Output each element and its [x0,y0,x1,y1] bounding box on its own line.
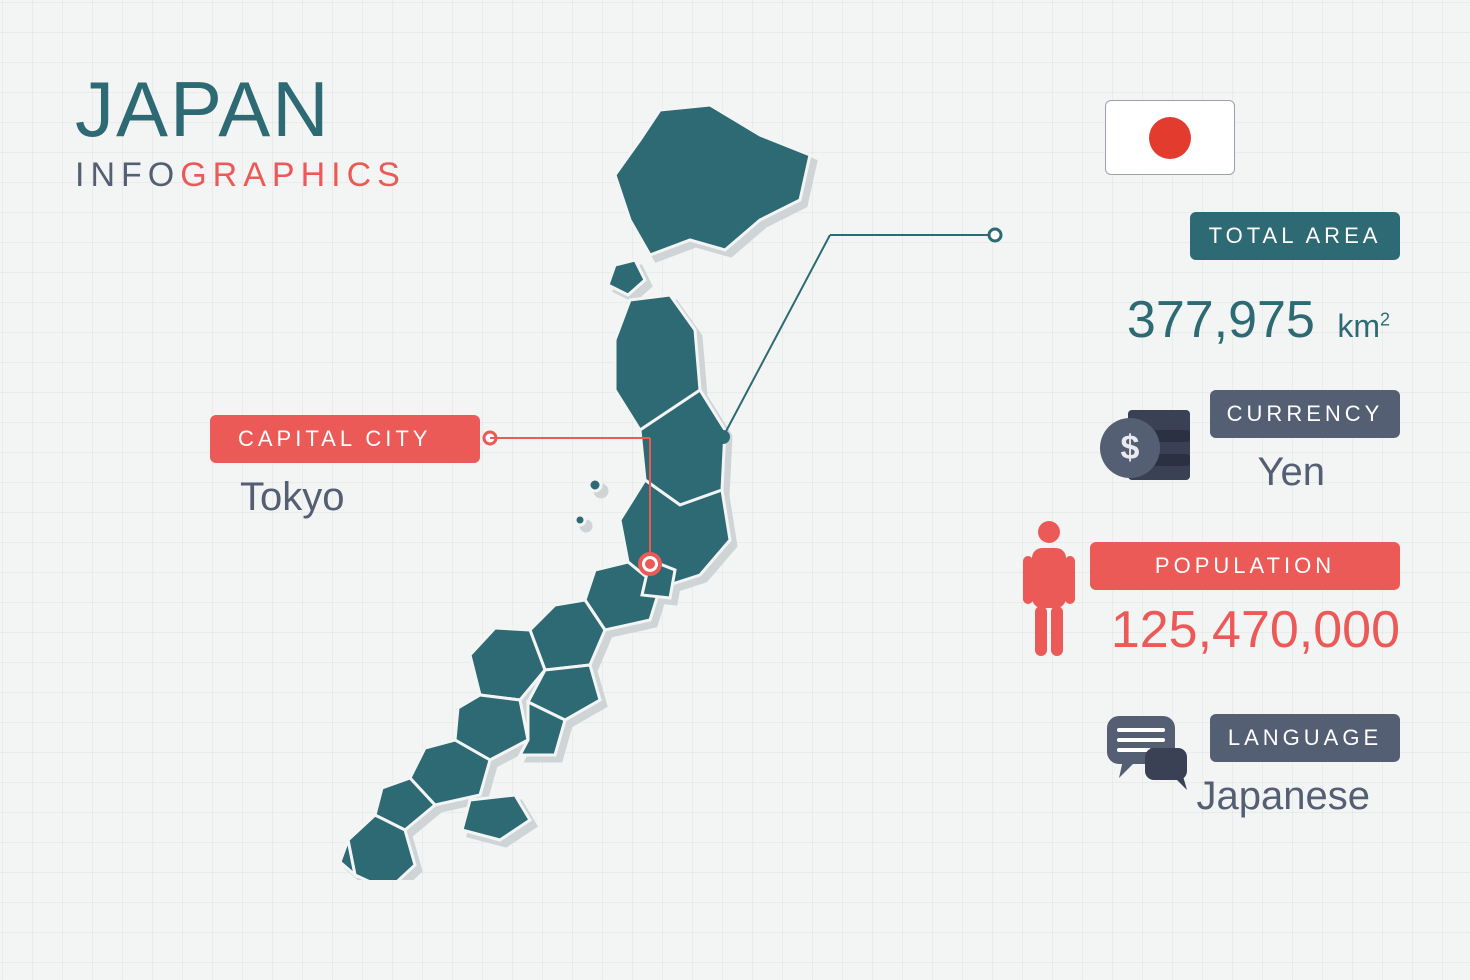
total-area-value: 377,975 km2 [1127,290,1390,350]
population-label: POPULATION [1090,542,1400,590]
language-label: LANGUAGE [1210,714,1400,762]
total-area-block: TOTAL AREA [1190,212,1400,260]
capital-city-label: CAPITAL CITY [210,415,480,463]
area-unit: km2 [1337,308,1390,344]
coin-stack-icon: $ [1100,400,1190,490]
capital-city-value: Tokyo [240,475,345,520]
language-block: LANGUAGE [1210,714,1400,762]
area-number: 377,975 [1127,291,1315,349]
currency-label: CURRENCY [1210,390,1400,438]
currency-block: CURRENCY [1210,390,1400,438]
subtitle-part-a: INFO [75,156,180,194]
capital-city-block: CAPITAL CITY [210,415,480,463]
japan-map [330,100,850,880]
flag-circle-icon [1149,117,1191,159]
currency-value: Yen [1258,450,1326,495]
population-block: POPULATION [1090,542,1400,590]
speech-bubble-icon [1105,710,1190,795]
japan-flag [1105,100,1235,175]
person-icon [1023,520,1075,660]
population-value: 125,470,000 [1111,600,1400,660]
language-value: Japanese [1197,774,1370,819]
total-area-label: TOTAL AREA [1190,212,1400,260]
